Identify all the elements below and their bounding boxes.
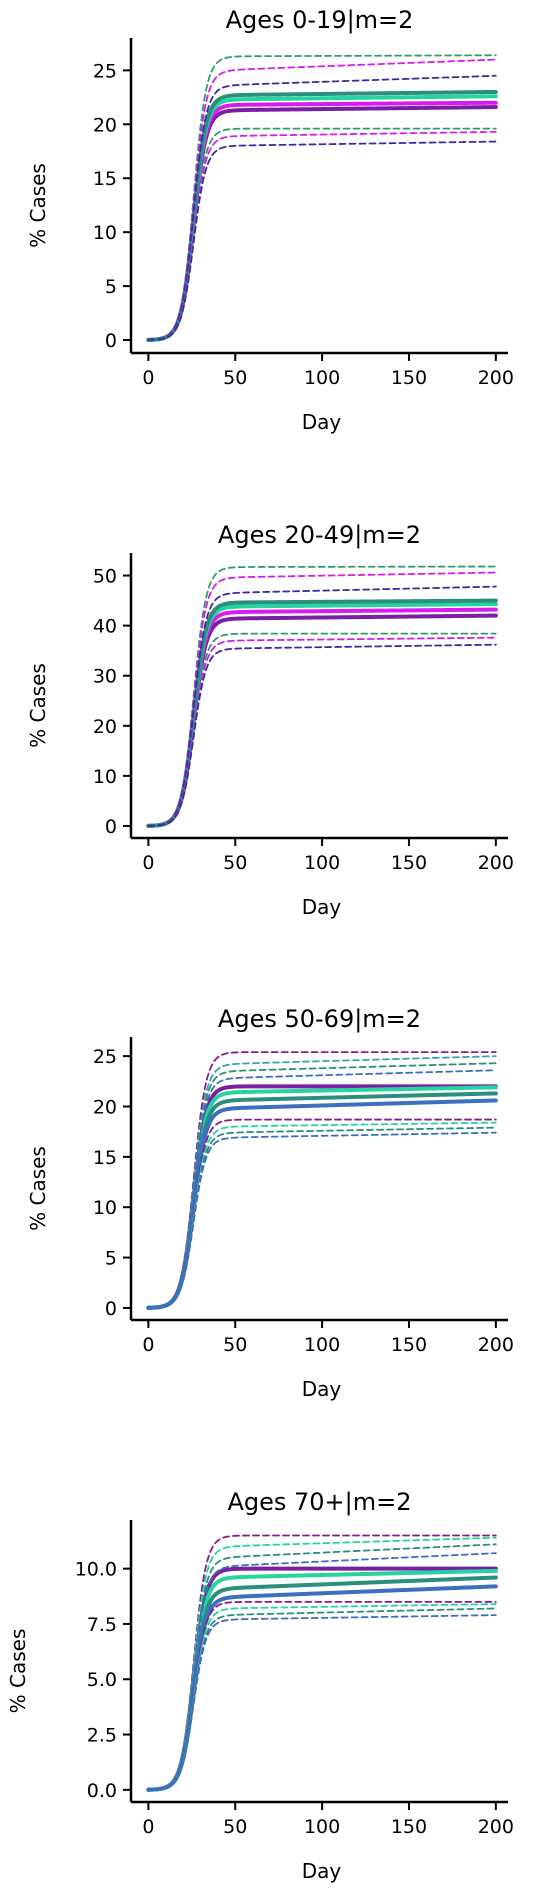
series-line-7	[147, 74, 497, 341]
x-tick-label: 150	[391, 367, 427, 389]
y-tick-label: 25	[93, 60, 117, 82]
y-axis-label: % Cases	[26, 163, 50, 248]
y-tick-label: 10	[93, 766, 117, 788]
x-tick-label: 200	[478, 367, 514, 389]
x-axis-label: Day	[302, 1377, 342, 1401]
series-line-9	[147, 130, 497, 341]
x-tick-label: 100	[304, 852, 340, 874]
chart-title: Ages 50-69|m=2	[218, 1005, 421, 1033]
series-line-2	[146, 1568, 498, 1792]
x-tick-label: 100	[304, 367, 340, 389]
series-line-3	[146, 1575, 498, 1792]
x-tick-label: 100	[304, 1816, 340, 1838]
y-tick-label: 10	[93, 1197, 117, 1219]
chart-panel-2: Ages 20-49|m=2 0 50 100 150 200 0 10 20 30 40 50 Day…	[26, 521, 514, 919]
series-line-10	[147, 1603, 497, 1791]
x-tick-label: 0	[142, 1816, 154, 1838]
chart-title: Ages 70+|m=2	[227, 1488, 411, 1516]
series-line-5	[147, 565, 497, 827]
series-line-10	[147, 643, 497, 827]
series-line-6	[147, 571, 497, 827]
x-tick-label: 150	[391, 852, 427, 874]
chart-panel-4: Ages 70+|m=2 0 50 100 150 200 0.0 2.5 5.0 7.5 10.0…	[6, 1488, 514, 1883]
series-line-9	[147, 1118, 497, 1309]
y-axis-label: % Cases	[26, 663, 50, 748]
series-line-4	[146, 89, 498, 342]
series-line-4	[146, 1584, 498, 1792]
x-axis-label: Day	[302, 1859, 342, 1883]
series-line-8	[147, 1552, 497, 1791]
series-line-3	[146, 1091, 498, 1310]
chart-title: Ages 0-19|m=2	[226, 6, 414, 34]
x-tick-label: 200	[478, 1334, 514, 1356]
x-axis-label: Day	[302, 895, 342, 919]
y-tick-label: 25	[93, 1046, 117, 1068]
series-line-7	[147, 1062, 497, 1309]
y-tick-label: 5	[105, 276, 117, 298]
series-line-4	[146, 1098, 498, 1310]
y-tick-label: 0	[105, 330, 117, 352]
series-line-12	[147, 1131, 497, 1309]
series-line-4	[146, 598, 498, 828]
series-line-9	[147, 1600, 497, 1791]
y-tick-label: 30	[93, 666, 117, 688]
series-line-5	[147, 1534, 497, 1791]
y-tick-label: 20	[93, 114, 117, 136]
x-tick-label: 50	[223, 1816, 247, 1838]
y-tick-label: 0.0	[87, 1780, 117, 1802]
series-line-7	[147, 585, 497, 827]
x-tick-label: 100	[304, 1334, 340, 1356]
y-tick-label: 5	[105, 1248, 117, 1270]
x-tick-label: 50	[223, 852, 247, 874]
series-line-12	[147, 1614, 497, 1791]
series-line-8	[147, 127, 497, 341]
y-tick-label: 10	[93, 222, 117, 244]
y-tick-label: 20	[93, 1096, 117, 1118]
x-tick-label: 200	[478, 852, 514, 874]
x-tick-label: 200	[478, 1816, 514, 1838]
series-line-10	[147, 1121, 497, 1309]
chart-panel-3: Ages 50-69|m=2 0 50 100 150 200 0 5 10 15 20 25 Day%…	[26, 1005, 514, 1401]
chart-panel-1: Ages 0-19|m=2 0 50 100 150 200 0 5 10 15 20 25 Day % …	[26, 6, 514, 434]
y-tick-label: 10.0	[75, 1559, 117, 1581]
y-tick-label: 20	[93, 716, 117, 738]
series-line-6	[147, 1536, 497, 1791]
y-tick-label: 0	[105, 816, 117, 838]
y-tick-label: 15	[93, 1147, 117, 1169]
series-line-9	[147, 636, 497, 827]
series-line-5	[147, 54, 497, 341]
series-line-2	[146, 1085, 498, 1310]
x-tick-label: 150	[391, 1334, 427, 1356]
series-line-1	[146, 1566, 498, 1792]
y-axis-label: % Cases	[26, 1146, 50, 1231]
x-tick-label: 50	[223, 1334, 247, 1356]
series-line-6	[147, 1055, 497, 1309]
series-line-6	[147, 58, 497, 341]
series-line-5	[147, 1051, 497, 1309]
x-tick-label: 50	[223, 367, 247, 389]
x-tick-label: 0	[142, 852, 154, 874]
series-line-8	[147, 1069, 497, 1309]
chart-title: Ages 20-49|m=2	[218, 521, 421, 549]
y-tick-label: 2.5	[87, 1725, 117, 1747]
y-tick-label: 5.0	[87, 1669, 117, 1691]
series-line-10	[147, 140, 497, 341]
series-line-11	[147, 1607, 497, 1791]
x-tick-label: 0	[142, 367, 154, 389]
x-tick-label: 0	[142, 1334, 154, 1356]
series-line-8	[147, 632, 497, 827]
y-tick-label: 0	[105, 1298, 117, 1320]
y-tick-label: 40	[93, 616, 117, 638]
y-tick-label: 50	[93, 566, 117, 588]
x-axis-label: Day	[302, 410, 342, 434]
y-tick-label: 7.5	[87, 1614, 117, 1636]
x-tick-label: 150	[391, 1816, 427, 1838]
y-axis-label: % Cases	[6, 1629, 30, 1714]
y-tick-label: 15	[93, 168, 117, 190]
series-line-7	[147, 1543, 497, 1791]
series-line-11	[147, 1126, 497, 1309]
